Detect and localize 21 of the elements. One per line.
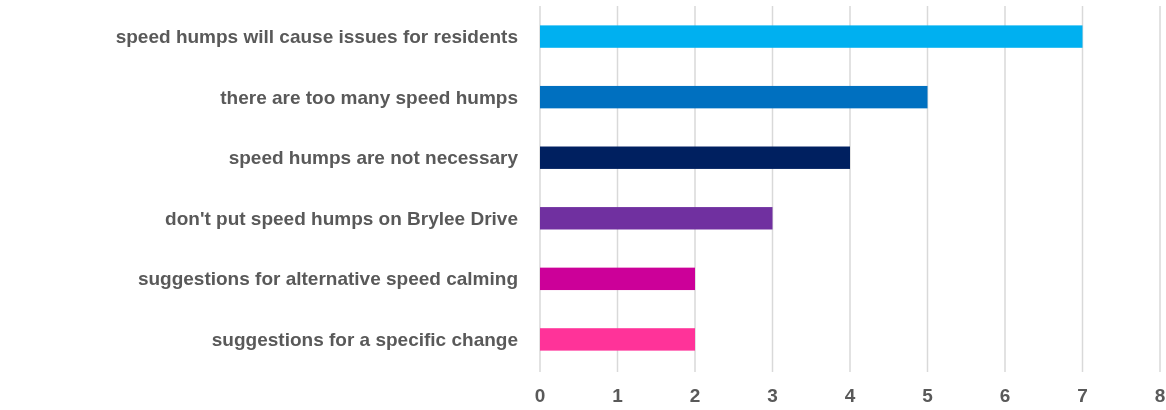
x-tick-label: 6 [999,385,1011,406]
y-tick-label: suggestions for a specific change [211,329,518,351]
y-tick-label: speed humps are not necessary [228,147,519,169]
y-tick-label: speed humps will cause issues for residents [115,26,518,48]
x-tick-label: 4 [844,385,856,406]
x-tick-label: 8 [1154,385,1166,406]
x-tick-label: 0 [534,385,546,406]
y-tick-label: there are too many speed humps [220,86,518,108]
bar [540,267,695,291]
x-tick-label: 3 [767,385,778,406]
bar [540,207,773,230]
bar [540,328,695,351]
y-tick-label: suggestions for alternative speed calming [137,268,518,290]
bar [540,25,1083,48]
x-tick-label: 2 [689,385,701,406]
bar [540,85,928,109]
x-tick-label: 7 [1077,385,1088,406]
y-tick-label: don't put speed humps on Brylee Drive [165,207,518,229]
x-tick-label: 5 [922,385,934,406]
bar [540,146,850,169]
x-tick-label: 1 [612,385,624,406]
